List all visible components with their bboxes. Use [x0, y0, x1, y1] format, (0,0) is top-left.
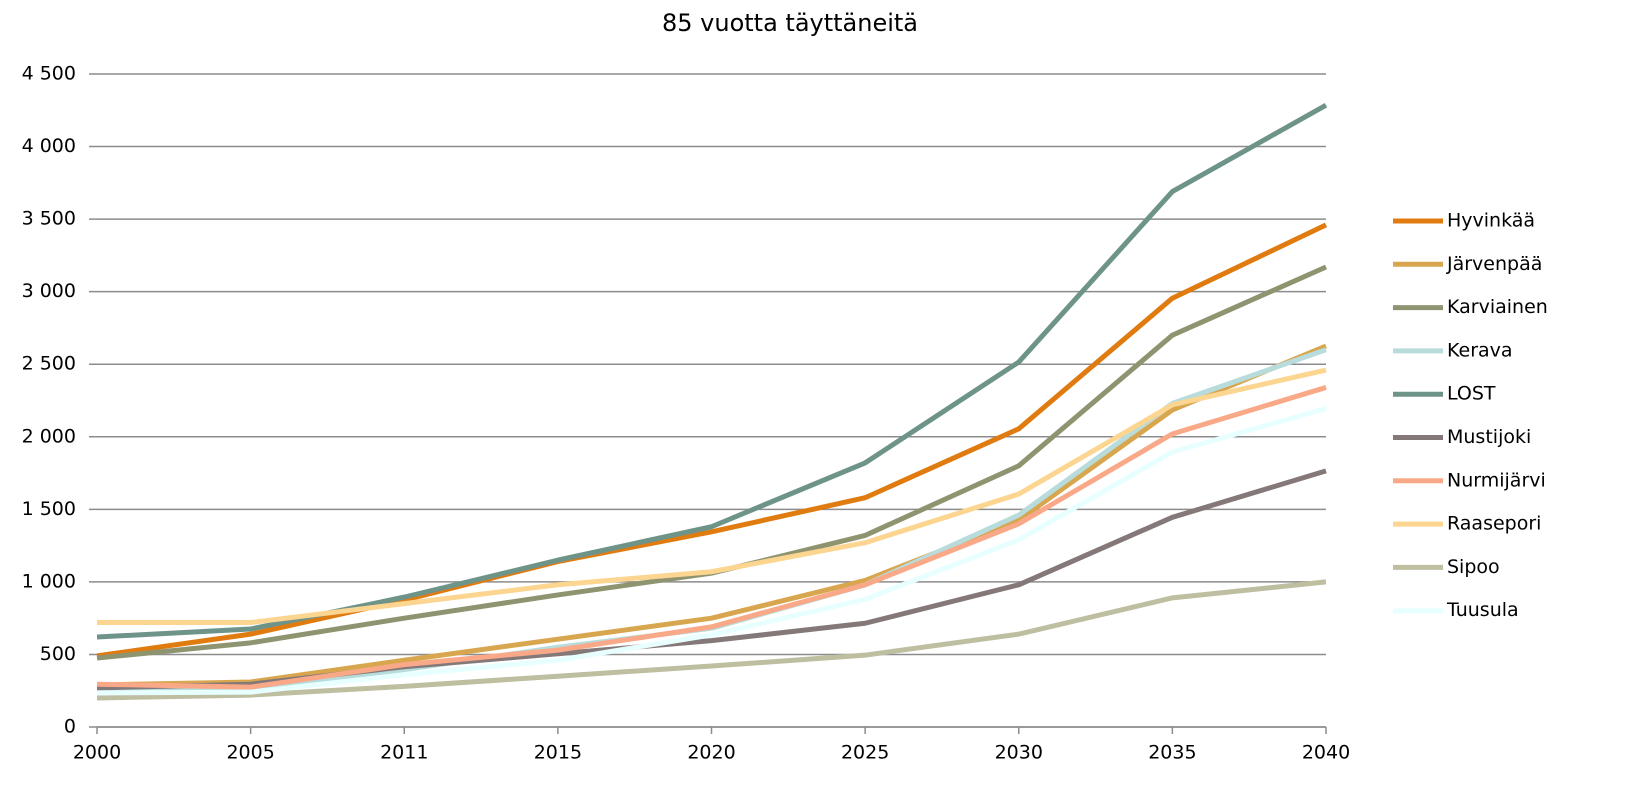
series-line: [96, 222, 1328, 659]
y-tick-label: 4 500: [22, 63, 76, 85]
legend-label: Nurmijärvi: [1447, 469, 1546, 491]
legend-label: Karviainen: [1447, 296, 1548, 318]
y-tick-label: 2 500: [22, 353, 76, 375]
y-tick-label: 0: [64, 716, 76, 738]
legend-label: Raasepori: [1447, 513, 1541, 535]
legend-label: LOST: [1447, 383, 1496, 405]
x-tick-label: 2035: [1148, 742, 1196, 764]
y-tick-label: 1 500: [22, 498, 76, 520]
legend-label: Tuusula: [1446, 599, 1519, 621]
legend-label: Mustijoki: [1447, 426, 1531, 448]
y-tick-label: 3 000: [22, 280, 76, 302]
x-tick-label: 2020: [687, 742, 735, 764]
series-line: [96, 385, 1327, 690]
x-tick-label: 2000: [73, 742, 121, 764]
legend-label: Järvenpää: [1446, 253, 1542, 275]
series-line: [96, 579, 1327, 701]
x-tick-label: 2025: [841, 742, 889, 764]
legend-label: Sipoo: [1447, 556, 1500, 578]
x-tick-label: 2005: [226, 742, 274, 764]
legend-label: Kerava: [1447, 339, 1513, 361]
y-tick-label: 2 000: [22, 425, 76, 447]
chart-title: 85 vuotta täyttäneitä: [662, 9, 918, 37]
y-tick-label: 4 000: [22, 135, 76, 157]
series-line: [96, 103, 1328, 640]
x-tick-label: 2015: [534, 742, 582, 764]
series-line: [97, 367, 1327, 626]
y-tick-label: 1 000: [22, 570, 76, 592]
x-tick-label: 2011: [380, 742, 428, 764]
y-tick-label: 500: [40, 643, 76, 665]
x-tick-label: 2040: [1302, 742, 1350, 764]
legend-label: Hyvinkää: [1447, 210, 1535, 232]
series-line: [96, 468, 1327, 691]
x-tick-label: 2030: [995, 742, 1043, 764]
y-tick-label: 3 500: [22, 208, 76, 230]
series-line: [96, 406, 1327, 696]
series-line: [96, 343, 1327, 688]
